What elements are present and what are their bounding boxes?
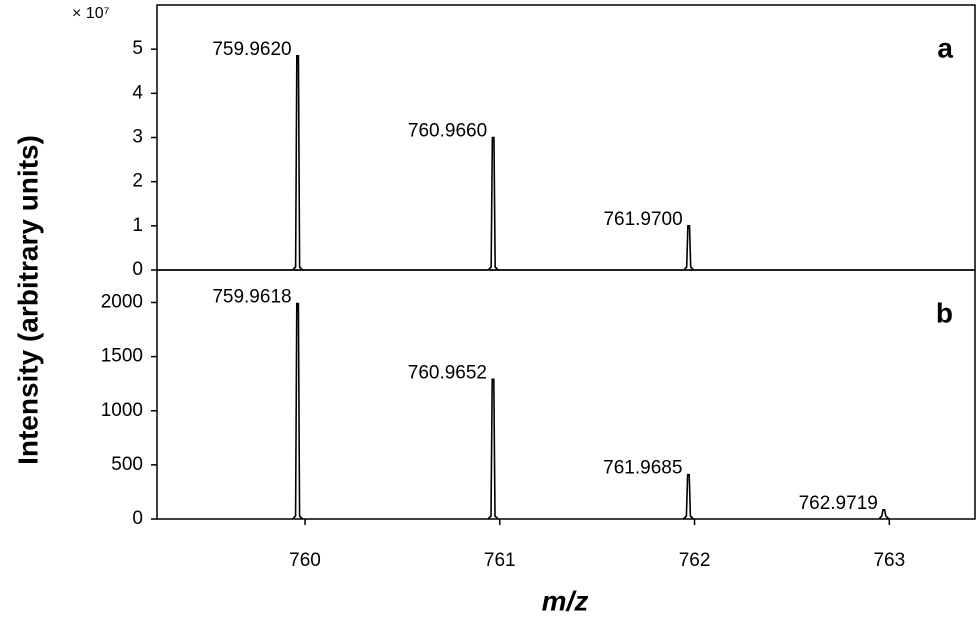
x-tick-label: 763 xyxy=(873,550,905,571)
y-multiplier: × 10⁷ xyxy=(72,5,110,22)
y-tick-label: 500 xyxy=(111,454,143,475)
y-tick-label: 1000 xyxy=(101,400,143,421)
y-tick-label: 2000 xyxy=(101,291,143,312)
panel-label: a xyxy=(937,32,953,63)
peak xyxy=(682,473,694,520)
x-tick-label: 762 xyxy=(679,550,711,571)
y-tick-label: 3 xyxy=(132,127,143,148)
peak-label: 761.9685 xyxy=(603,458,682,479)
y-tick-label: 1 xyxy=(132,215,143,236)
x-tick-label: 761 xyxy=(484,550,516,571)
y-tick-label: 2 xyxy=(132,171,143,192)
plot-frame xyxy=(156,269,976,520)
y-tick-label: 1500 xyxy=(101,346,143,367)
panel-label: b xyxy=(936,297,953,328)
peak-label: 761.9700 xyxy=(603,209,682,230)
peak xyxy=(878,508,890,520)
peak-label: 762.9719 xyxy=(799,493,878,514)
x-tick-label: 760 xyxy=(289,550,321,571)
x-axis-label: m/z xyxy=(542,585,589,616)
peak xyxy=(292,302,304,520)
peak-label: 760.9652 xyxy=(408,362,487,383)
y-tick-label: 0 xyxy=(132,508,143,529)
peak xyxy=(292,54,304,271)
y-tick-label: 4 xyxy=(132,82,143,103)
peak-label: 760.9660 xyxy=(408,121,487,142)
y-tick-label: 0 xyxy=(132,259,143,280)
peak-label: 759.9618 xyxy=(212,287,291,308)
peak xyxy=(487,136,499,271)
peak xyxy=(683,225,695,271)
y-tick-label: 5 xyxy=(132,38,143,59)
peak-label: 759.9620 xyxy=(212,39,291,60)
y-axis-label: Intensity (arbitrary units) xyxy=(12,135,43,465)
peak xyxy=(487,378,499,520)
